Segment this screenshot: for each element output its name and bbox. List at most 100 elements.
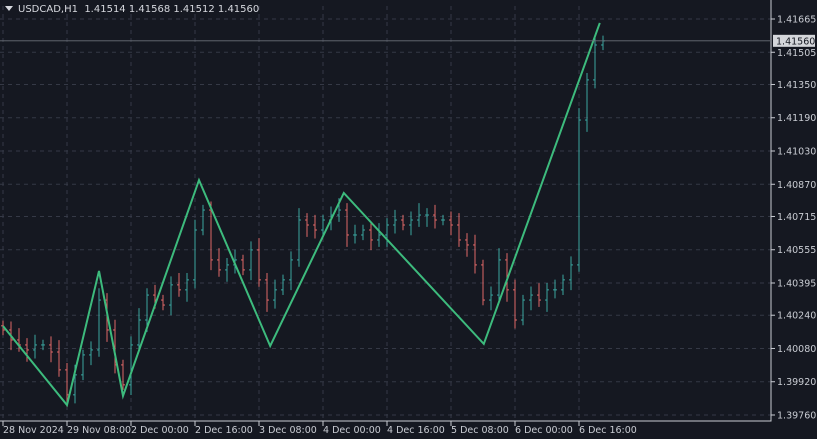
x-tick-label: 4 Dec 00:00	[323, 425, 381, 436]
dropdown-triangle-icon[interactable]	[5, 6, 13, 11]
zigzag-line	[2, 22, 601, 408]
ohlc-bar	[33, 334, 37, 359]
ohlc-bar	[353, 224, 357, 244]
x-tick-label: 6 Dec 00:00	[515, 425, 573, 436]
ohlc-bar	[145, 288, 149, 332]
ohlc-bar	[201, 204, 205, 236]
ohlc-bar	[217, 248, 221, 277]
y-tick-label: 1.41665	[777, 15, 816, 26]
y-tick-label: 1.40715	[777, 212, 816, 223]
chart-header: USDCAD,H1 1.41514 1.41568 1.41512 1.4156…	[5, 4, 259, 15]
x-tick-label: 28 Nov 2024	[3, 425, 64, 436]
zigzag-indicator	[2, 22, 601, 408]
y-tick-label: 1.40870	[777, 180, 816, 191]
ohlc-bar	[489, 286, 493, 311]
x-tick-label: 5 Dec 08:00	[451, 425, 509, 436]
ohlc-bar	[441, 214, 445, 226]
ohlc-bar	[273, 279, 277, 309]
price-bars	[1, 34, 605, 407]
ohlc-bar	[297, 208, 301, 267]
ohlc-bar	[401, 214, 405, 231]
ohlc-bar	[225, 258, 229, 282]
ohlc-bar	[305, 213, 309, 237]
ohlc-bar	[313, 214, 317, 239]
ohlc-bar	[369, 221, 373, 251]
ohlc-bar	[321, 214, 325, 236]
y-tick-label: 1.40395	[777, 279, 816, 290]
ohlc-bar	[121, 359, 125, 391]
ohlc-bar	[545, 283, 549, 312]
ohlc-bar	[553, 279, 557, 299]
ohlc-bar	[537, 283, 541, 307]
ohlc-bar	[185, 273, 189, 302]
ohlc-bar	[497, 248, 501, 302]
ohlc-bar	[361, 224, 365, 241]
y-tick-label: 1.41030	[777, 147, 816, 158]
x-tick-label: 2 Dec 16:00	[195, 425, 253, 436]
ohlc-bar	[345, 203, 349, 247]
ohlc-bar	[137, 308, 141, 352]
ohlc-values: 1.41514 1.41568 1.41512 1.41560	[84, 4, 260, 15]
x-tick-label: 6 Dec 16:00	[579, 425, 637, 436]
ohlc-bar	[57, 340, 61, 377]
ohlc-bar	[393, 209, 397, 234]
ohlc-bar	[417, 203, 421, 227]
symbol-label: USDCAD,H1	[18, 4, 78, 15]
ohlc-bar	[593, 34, 597, 89]
ohlc-bar	[585, 73, 589, 132]
y-tick-label: 1.40555	[777, 245, 816, 256]
y-tick-label: 1.41190	[777, 113, 816, 124]
ohlc-bar	[481, 259, 485, 306]
ohlc-bar	[41, 339, 45, 351]
ohlc-bar	[249, 241, 253, 281]
ohlc-bar	[161, 294, 165, 311]
ohlc-bar	[169, 276, 173, 316]
ohlc-bar	[569, 256, 573, 291]
y-tick-label: 1.39920	[777, 377, 816, 388]
ohlc-bar	[265, 273, 269, 312]
ohlc-bar	[97, 288, 101, 357]
ohlc-bar	[377, 223, 381, 247]
ohlc-bar	[409, 211, 413, 236]
ohlc-bar	[385, 218, 389, 247]
ohlc-bar	[257, 238, 261, 287]
y-tick-label: 1.41505	[777, 48, 816, 59]
ohlc-bar	[1, 320, 5, 336]
x-tick-label: 4 Dec 16:00	[387, 425, 445, 436]
y-tick-label: 1.40240	[777, 311, 816, 322]
ohlc-bar	[425, 208, 429, 227]
ohlc-bar	[457, 213, 461, 247]
ohlc-bar	[281, 274, 285, 296]
ohlc-bar	[81, 349, 85, 381]
ohlc-bar	[433, 204, 437, 229]
ohlc-bar	[25, 338, 29, 362]
ohlc-bar	[513, 279, 517, 329]
ohlc-bar	[49, 336, 53, 363]
axis-frame	[0, 0, 772, 422]
current-price-label: 1.41560	[776, 36, 815, 47]
ohlc-bar	[473, 234, 477, 274]
ohlc-bar	[193, 219, 197, 289]
ohlc-bar	[89, 341, 93, 366]
ohlc-bar	[465, 233, 469, 257]
ohlc-bar	[289, 251, 293, 291]
ohlc-bar	[177, 273, 181, 297]
current-price-badge	[773, 34, 815, 47]
x-tick-label: 29 Nov 08:00	[67, 425, 131, 436]
ohlc-bar	[521, 294, 525, 326]
y-tick-label: 1.41350	[777, 80, 816, 91]
ohlc-bar	[561, 274, 565, 296]
ohlc-bar	[529, 286, 533, 311]
y-tick-label: 1.40080	[777, 344, 816, 355]
x-tick-label: 2 Dec 00:00	[131, 425, 189, 436]
ohlc-bar	[601, 35, 605, 51]
y-tick-label: 1.39760	[777, 411, 816, 422]
ohlc-bar	[129, 336, 133, 396]
ohlc-bar	[209, 201, 213, 271]
x-tick-label: 3 Dec 08:00	[259, 425, 317, 436]
ohlc-bar	[449, 211, 453, 236]
ohlc-bar	[577, 108, 581, 272]
ohlc-bar	[241, 254, 245, 276]
